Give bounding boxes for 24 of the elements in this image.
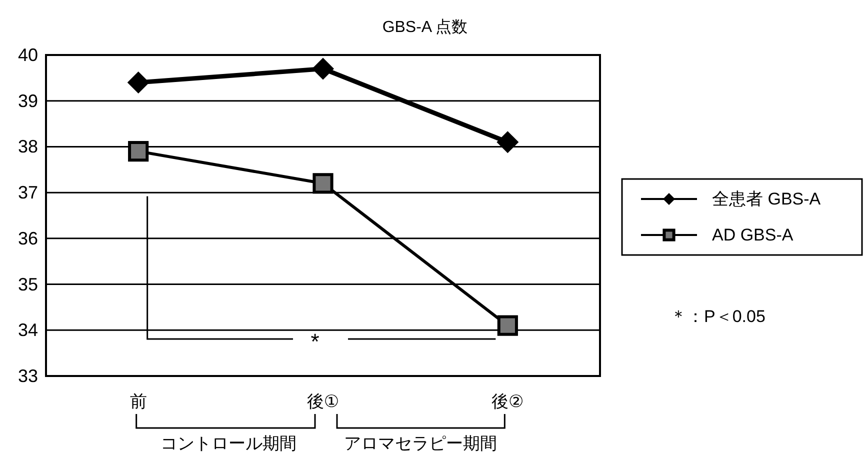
point (497, 315, 518, 336)
x-tick-label: 後① (306, 392, 340, 411)
point (312, 173, 334, 194)
y-tick-label: 34 (18, 320, 38, 340)
point (128, 141, 149, 162)
y-tick-label: 40 (18, 45, 38, 65)
y-tick-label: 35 (18, 274, 38, 294)
y-tick-label: 37 (18, 182, 38, 203)
text: コントロール期間 (160, 434, 297, 453)
point (127, 72, 150, 94)
y-tick-label: 39 (18, 90, 38, 111)
point (312, 58, 334, 80)
legend-label: AD GBS-A (712, 226, 794, 244)
x-tick-label: 前 (130, 392, 147, 411)
legend-label: 全患者 GBS-A (712, 190, 822, 208)
y-tick-label: 33 (18, 366, 38, 386)
chart-title: GBS-A 点数 (382, 18, 468, 36)
text: ＊：P＜0.05 (670, 307, 766, 326)
x-tick-label: 後② (492, 392, 524, 411)
text: アロマセラピー期間 (344, 434, 497, 453)
point (496, 131, 519, 154)
y-tick-label: 36 (18, 228, 38, 248)
annotation: * (310, 329, 320, 354)
y-tick-label: 38 (18, 136, 38, 157)
